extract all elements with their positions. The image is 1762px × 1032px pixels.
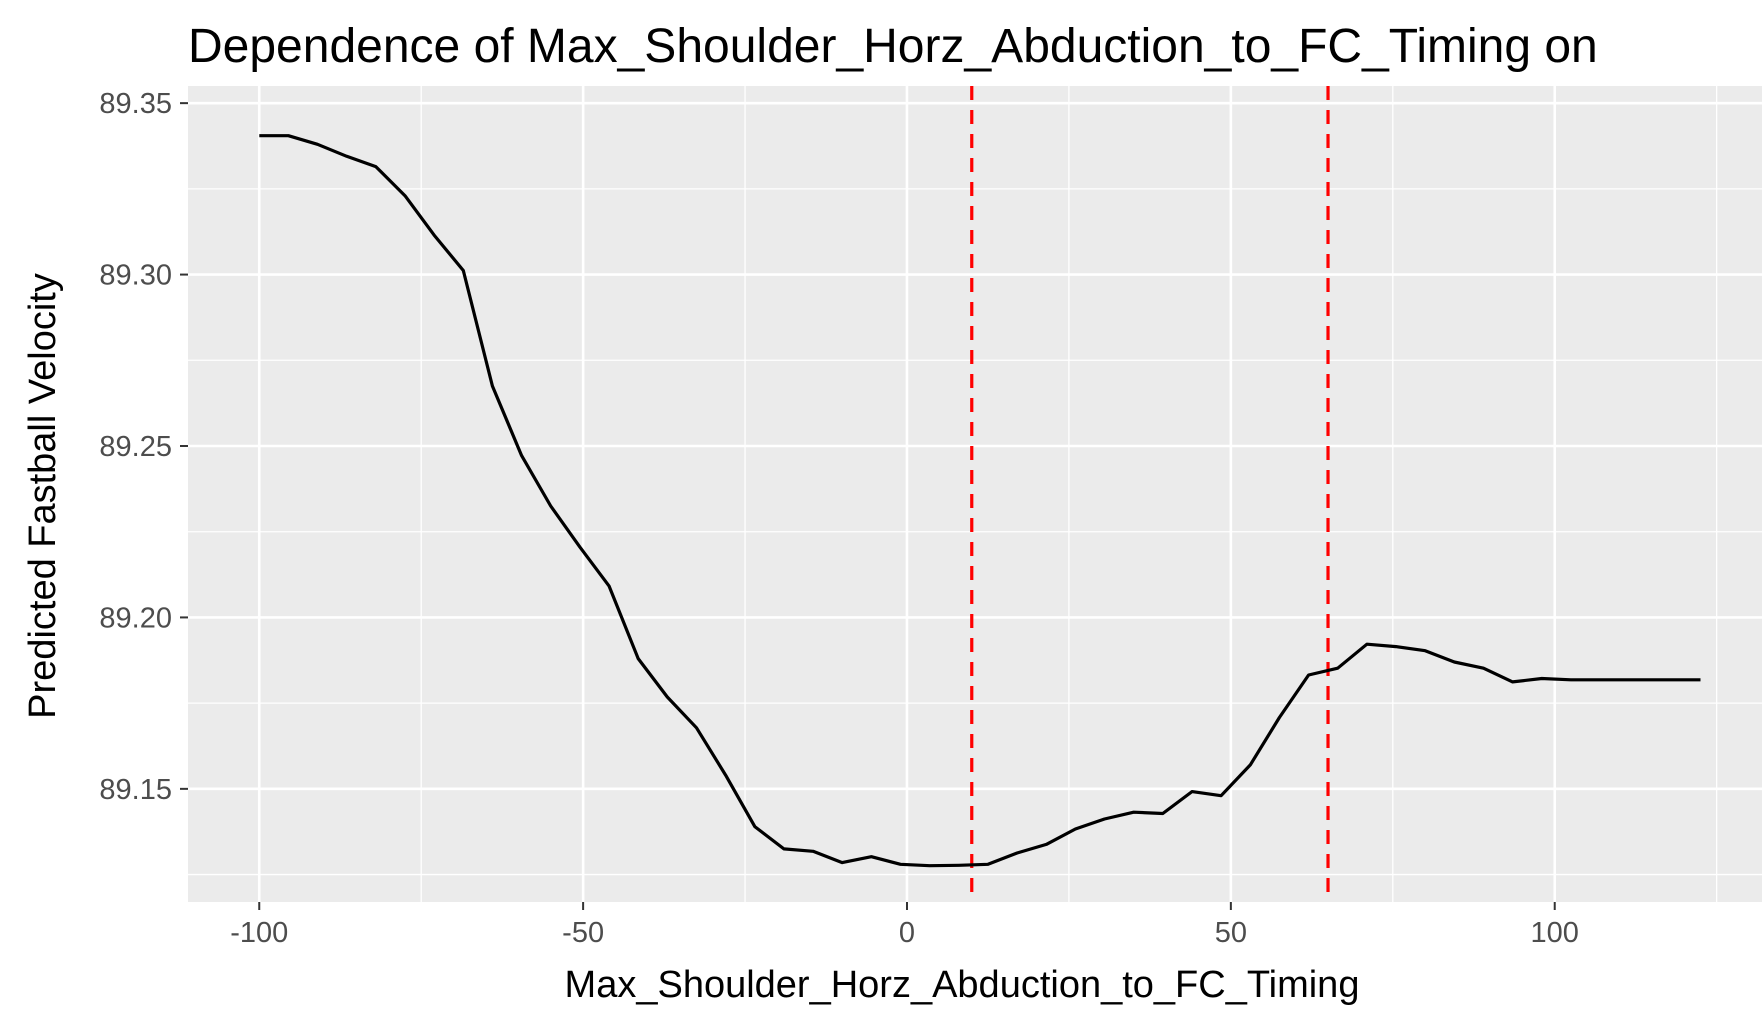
axis-layer: -100 -50 0 50 100 89.15 89.20 89.25 89.30 89.35 <box>99 88 1578 949</box>
x-tick-label: 100 <box>1531 917 1579 949</box>
x-tick-label: -50 <box>562 917 604 949</box>
series-layer <box>259 134 1701 868</box>
y-tick-label: 89.15 <box>99 774 172 806</box>
chart-title: Dependence of Max_Shoulder_Horz_Abductio… <box>188 20 1598 73</box>
grid-layer <box>188 86 1762 902</box>
y-tick-label: 89.30 <box>99 260 172 292</box>
y-axis-title: Predicted Fastball Velocity <box>22 273 64 719</box>
series-line <box>259 134 1701 868</box>
x-tick-label: -100 <box>230 917 288 949</box>
reference-lines <box>970 86 1330 902</box>
y-tick-label: 89.20 <box>99 602 172 634</box>
plot-panel <box>188 86 1762 902</box>
x-tick-label: 0 <box>899 917 915 949</box>
y-tick-label: 89.35 <box>99 88 172 120</box>
y-tick-label: 89.25 <box>99 431 172 463</box>
x-tick-label: 50 <box>1215 917 1247 949</box>
x-axis-title: Max_Shoulder_Horz_Abduction_to_FC_Timing <box>565 964 1360 1006</box>
